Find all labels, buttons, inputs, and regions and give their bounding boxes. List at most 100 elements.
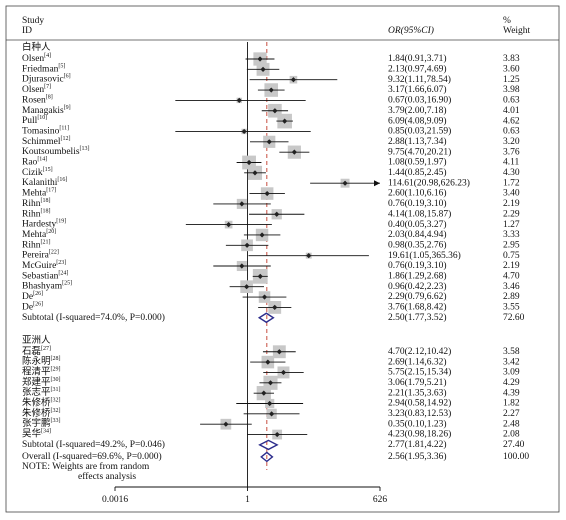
weight-label: 2.29 bbox=[503, 209, 520, 219]
study-ref: [20] bbox=[46, 229, 56, 235]
point-estimate bbox=[306, 253, 312, 259]
study-ref: [10] bbox=[37, 115, 47, 121]
study-ref: [6] bbox=[64, 74, 71, 80]
study-name: Rihn[21] bbox=[22, 240, 50, 251]
point-estimate bbox=[261, 390, 267, 396]
study-name: Friedman[5] bbox=[22, 64, 65, 75]
or-label: 4.70(2.12,10.42) bbox=[388, 346, 451, 357]
weight-label: 0.63 bbox=[503, 96, 520, 106]
ci-arrow bbox=[374, 180, 380, 187]
point-estimate bbox=[290, 77, 297, 83]
study-label: 张志平 bbox=[22, 386, 51, 398]
study-name: Bhashyam[25] bbox=[22, 281, 72, 292]
study-label: Kalanithi bbox=[22, 178, 58, 188]
weight-label: 4.30 bbox=[503, 168, 520, 178]
study-name: Schimmel[12] bbox=[22, 136, 71, 147]
study-label: Rihn bbox=[22, 209, 41, 219]
point-estimate bbox=[244, 284, 250, 290]
study-ref: [26] bbox=[33, 302, 43, 308]
point-estimate bbox=[223, 421, 229, 427]
weight-label: 1.82 bbox=[503, 399, 520, 409]
study-ref: [15] bbox=[43, 167, 53, 173]
weight-label: 1.25 bbox=[503, 75, 520, 85]
weight-label: 3.98 bbox=[503, 85, 520, 95]
or-label: 0.76(0.19,3.10) bbox=[388, 260, 447, 271]
study-name: Pull[10] bbox=[22, 115, 47, 126]
study-label: Olsen bbox=[22, 85, 44, 95]
weight-label: 4.62 bbox=[503, 116, 520, 126]
study-ref: [24] bbox=[58, 271, 68, 277]
or-label: 1.08(0.59,1.97) bbox=[388, 157, 447, 168]
or-label: 2.56(1.95,3.36) bbox=[388, 451, 447, 462]
or-label: 2.60(1.10,6.16) bbox=[388, 188, 447, 199]
study-label: Rihn bbox=[22, 199, 41, 209]
weight-label: 0.75 bbox=[503, 251, 520, 261]
study-ref: [30] bbox=[51, 377, 61, 383]
study-name: Koutsoumbelis[13] bbox=[22, 147, 90, 158]
study-name: Pereira[22] bbox=[22, 250, 59, 261]
weight-label: 3.60 bbox=[503, 65, 520, 75]
study-name: Mehta[17] bbox=[22, 188, 56, 199]
study-label: 郑建平 bbox=[22, 376, 51, 388]
or-label: 0.40(0.05,3.27) bbox=[388, 219, 447, 230]
point-estimate bbox=[274, 211, 280, 217]
study-name: Cizik[15] bbox=[22, 167, 53, 178]
study-ref: [12] bbox=[61, 136, 71, 142]
header-pct: % bbox=[503, 16, 511, 26]
overall-label: Overall (I-squared=69.6%, P=0.000) bbox=[22, 451, 162, 462]
study-ref: [33] bbox=[51, 419, 61, 425]
weight-label: 2.48 bbox=[503, 419, 520, 429]
point-estimate bbox=[259, 232, 265, 238]
weight-label: 4.11 bbox=[503, 158, 520, 168]
weight-label: 2.95 bbox=[503, 240, 520, 250]
frame bbox=[5, 5, 560, 513]
or-label: 4.14(1.08,15.87) bbox=[388, 208, 451, 219]
point-estimate bbox=[276, 349, 282, 355]
study-ref: [25] bbox=[62, 281, 72, 287]
study-name: 张宇鹏[33] bbox=[22, 417, 61, 429]
weight-label: 2.08 bbox=[503, 430, 520, 440]
header-study: Study bbox=[22, 16, 44, 26]
or-label: 1.44(0.85,2.45) bbox=[388, 167, 447, 178]
or-label: 9.75(4.70,20.21) bbox=[388, 146, 451, 157]
point-estimate bbox=[226, 222, 232, 228]
study-name: Rihn[18] bbox=[22, 209, 50, 220]
point-estimate bbox=[268, 87, 274, 93]
study-ref: [22] bbox=[49, 250, 59, 256]
study-ref: [18] bbox=[40, 198, 50, 204]
weight-label: 3.55 bbox=[503, 303, 520, 313]
study-label: 朱修桥 bbox=[22, 397, 51, 409]
study-label: 程清平 bbox=[22, 366, 51, 378]
study-label: Pull bbox=[22, 116, 38, 126]
study-label: Koutsoumbelis bbox=[22, 147, 80, 157]
point-estimate bbox=[269, 411, 275, 417]
or-label: 0.67(0.03,16.90) bbox=[388, 95, 451, 106]
point-estimate bbox=[272, 108, 278, 114]
weight-label: 0.63 bbox=[503, 127, 520, 137]
note: NOTE: Weights are from random bbox=[22, 461, 150, 472]
or-label: 0.98(0.35,2.76) bbox=[388, 239, 447, 250]
weight-label: 100.00 bbox=[503, 452, 529, 462]
point-estimate bbox=[291, 149, 297, 155]
or-label: 5.75(2.15,15.34) bbox=[388, 367, 451, 378]
or-label: 9.32(1.11,78.54) bbox=[388, 74, 451, 85]
or-label: 3.76(1.68,8.42) bbox=[388, 302, 447, 313]
or-label: 2.69(1.14,6.32) bbox=[388, 356, 447, 367]
header-effect: OR(95%CI) bbox=[388, 25, 434, 36]
study-label: Mehta bbox=[22, 189, 47, 199]
study-ref: [17] bbox=[46, 188, 56, 194]
point-estimate bbox=[260, 66, 266, 72]
study-ref: [31] bbox=[51, 388, 61, 394]
study-name: Rao[14] bbox=[22, 157, 47, 168]
or-label: 2.50(1.77,3.52) bbox=[388, 312, 447, 323]
study-name: Djurasovic[6] bbox=[22, 74, 71, 85]
study-label: Rao bbox=[22, 158, 38, 168]
header-weight: Weight bbox=[503, 26, 531, 36]
study-name: De[26] bbox=[22, 291, 43, 302]
or-label: 3.23(0.83,12.53) bbox=[388, 408, 451, 419]
weight-label: 27.40 bbox=[503, 440, 525, 450]
point-estimate bbox=[257, 56, 263, 62]
study-label: McGuire bbox=[22, 261, 56, 271]
point-estimate bbox=[244, 242, 250, 248]
or-label: 0.76(0.19,3.10) bbox=[388, 198, 447, 209]
